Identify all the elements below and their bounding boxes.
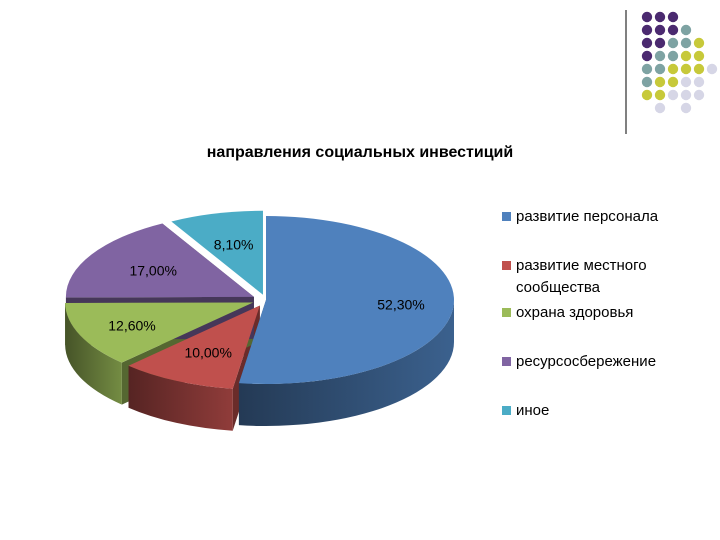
legend-label: охрана здоровья — [516, 304, 634, 321]
decor-dot — [641, 37, 653, 49]
decor-dot — [667, 11, 679, 23]
pie-slice-side — [65, 302, 122, 405]
decor-dot — [680, 50, 692, 62]
decor-dot — [654, 76, 666, 88]
pie-slice — [171, 210, 263, 295]
decor-dot — [680, 24, 692, 36]
legend-swatch — [502, 212, 511, 221]
data-label: 52,30% — [377, 296, 424, 312]
legend-item: развитие местного сообщества — [502, 255, 712, 299]
pie-slice-side — [238, 300, 454, 426]
decor-dot — [706, 63, 718, 75]
decor-dot — [641, 11, 653, 23]
pie-slice — [238, 216, 455, 384]
pie-slice-side — [128, 365, 233, 431]
decor-dot — [680, 76, 692, 88]
legend-swatch — [502, 406, 511, 415]
legend-label: развитие местного сообщества — [516, 257, 647, 296]
decor-dot — [680, 63, 692, 75]
decor-dot — [667, 50, 679, 62]
decor-dot — [641, 89, 653, 101]
decor-dot — [654, 37, 666, 49]
decor-dot — [693, 37, 705, 49]
legend-item: охрана здоровья — [502, 302, 712, 324]
data-label: 12,60% — [108, 317, 155, 333]
pie-slice — [65, 223, 254, 298]
data-label: 8,10% — [214, 236, 254, 252]
legend-label: иное — [516, 402, 550, 419]
decor-dot — [667, 37, 679, 49]
decor-dot — [641, 24, 653, 36]
pie-labels: 52,30% 10,00% 12,60% 17,00% 8,10% — [108, 236, 424, 360]
pie-slice — [128, 305, 260, 389]
decor-dot — [654, 89, 666, 101]
pie-slice — [65, 302, 254, 363]
decor-dot — [693, 76, 705, 88]
data-label: 17,00% — [129, 263, 176, 279]
legend-label: развитие персонала — [516, 208, 659, 225]
decor-dot — [654, 50, 666, 62]
legend-item: развитие персонала — [502, 206, 712, 228]
decor-dot — [680, 89, 692, 101]
decor-dot — [641, 63, 653, 75]
decor-dot — [680, 102, 692, 114]
pie-tops — [65, 210, 455, 389]
legend-item: иное — [502, 400, 712, 422]
decor-dot — [667, 89, 679, 101]
legend-swatch — [502, 261, 511, 270]
decor-dot — [693, 63, 705, 75]
decor-dot — [667, 63, 679, 75]
decor-dot — [680, 37, 692, 49]
decor-dot — [641, 50, 653, 62]
decor-dot — [667, 76, 679, 88]
decor-dot — [693, 89, 705, 101]
decor-dot — [693, 50, 705, 62]
chart-title: направления социальных инвестиций — [206, 144, 514, 161]
decor-dot — [654, 63, 666, 75]
legend-item: ресурсосбережение — [502, 351, 712, 373]
decor-dot — [654, 102, 666, 114]
decor-dot — [641, 76, 653, 88]
decor-dot — [654, 11, 666, 23]
legend-label: ресурсосбережение — [516, 353, 657, 370]
decor-dot — [654, 24, 666, 36]
decor-dot — [667, 24, 679, 36]
data-label: 10,00% — [184, 344, 231, 360]
legend-swatch — [502, 357, 511, 366]
legend-swatch — [502, 308, 511, 317]
